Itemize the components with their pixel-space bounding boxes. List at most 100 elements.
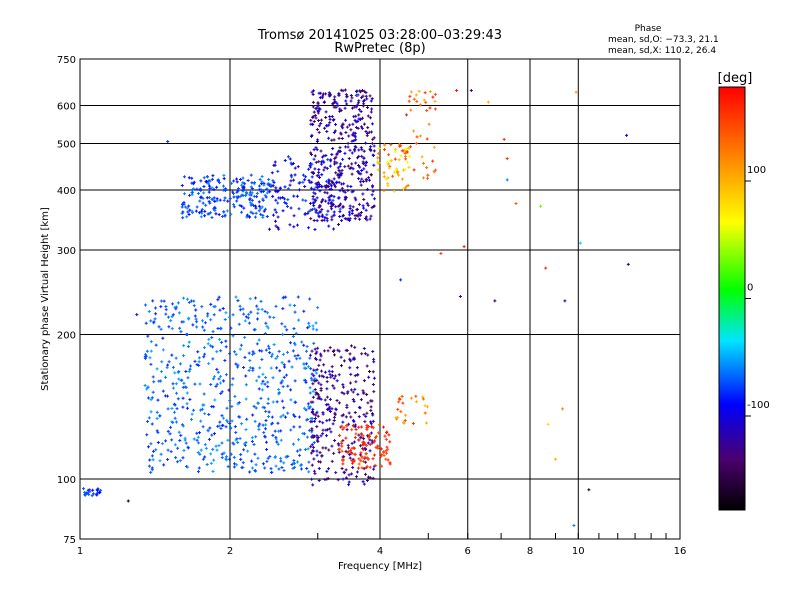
data-point xyxy=(240,466,244,470)
data-point xyxy=(191,182,195,186)
data-point xyxy=(325,217,329,221)
data-point xyxy=(362,206,366,210)
data-point xyxy=(262,209,266,213)
data-point xyxy=(337,443,341,447)
data-point xyxy=(379,455,383,459)
data-point xyxy=(333,413,337,417)
data-point xyxy=(156,431,160,435)
data-point xyxy=(295,223,299,227)
data-point xyxy=(362,98,366,102)
data-point xyxy=(297,207,301,211)
data-point xyxy=(324,446,328,450)
data-point xyxy=(198,199,202,203)
data-point xyxy=(330,459,334,463)
data-point xyxy=(161,348,165,352)
data-point xyxy=(184,441,188,445)
data-point xyxy=(347,157,351,161)
data-point xyxy=(349,359,353,363)
data-point xyxy=(344,131,348,135)
data-point xyxy=(170,302,174,306)
data-point xyxy=(355,89,359,93)
data-point xyxy=(312,119,316,123)
data-point xyxy=(324,199,328,203)
data-point xyxy=(225,420,229,424)
data-point xyxy=(171,382,175,386)
data-point xyxy=(343,195,347,199)
data-point xyxy=(458,295,462,299)
data-point xyxy=(399,410,403,414)
data-point xyxy=(284,295,288,299)
data-point xyxy=(267,344,271,348)
data-point xyxy=(206,212,210,216)
data-point xyxy=(319,434,323,438)
data-point xyxy=(359,432,363,436)
data-point xyxy=(365,411,369,415)
data-point xyxy=(252,404,256,408)
data-point xyxy=(357,108,361,112)
data-point xyxy=(242,365,246,369)
data-point xyxy=(282,406,286,410)
data-point xyxy=(182,296,186,300)
data-point xyxy=(224,187,228,191)
data-point xyxy=(311,172,315,176)
data-point xyxy=(319,160,323,164)
data-point xyxy=(164,304,168,308)
data-point xyxy=(170,315,174,319)
data-point xyxy=(365,364,369,368)
data-point xyxy=(353,217,357,221)
data-point xyxy=(325,380,329,384)
data-point xyxy=(346,446,350,450)
data-point xyxy=(218,198,222,202)
data-point xyxy=(353,345,357,349)
data-point xyxy=(240,193,244,197)
x-tick-label: 4 xyxy=(377,546,383,557)
data-point xyxy=(254,206,258,210)
data-point xyxy=(277,391,281,395)
data-point xyxy=(346,141,350,145)
data-point xyxy=(359,459,363,463)
data-point xyxy=(486,100,490,104)
data-point xyxy=(199,408,203,412)
data-point xyxy=(150,396,154,400)
data-point xyxy=(386,447,390,451)
data-point xyxy=(361,434,365,438)
data-point xyxy=(245,215,249,219)
data-point xyxy=(272,343,276,347)
data-point xyxy=(323,370,327,374)
data-point xyxy=(174,307,178,311)
data-point xyxy=(561,407,565,411)
data-point xyxy=(403,186,407,190)
data-point xyxy=(176,446,180,450)
data-point xyxy=(223,196,227,200)
data-point xyxy=(312,218,316,222)
data-point xyxy=(301,198,305,202)
colorbar-tick-label: 100 xyxy=(747,165,766,176)
data-point xyxy=(251,350,255,354)
data-point xyxy=(426,173,430,177)
data-point xyxy=(151,390,155,394)
data-point xyxy=(160,442,164,446)
data-point xyxy=(563,299,567,303)
data-point xyxy=(338,146,342,150)
data-point xyxy=(283,185,287,189)
data-point xyxy=(293,414,297,418)
data-point xyxy=(312,341,316,345)
data-point xyxy=(264,419,268,423)
data-point xyxy=(462,245,466,249)
data-point xyxy=(225,406,229,410)
data-point xyxy=(369,214,373,218)
data-point xyxy=(315,328,319,332)
data-point xyxy=(223,358,227,362)
data-point xyxy=(332,177,336,181)
data-point xyxy=(334,171,338,175)
data-point xyxy=(399,154,403,158)
grid-lines xyxy=(80,59,680,539)
data-point xyxy=(217,181,221,185)
data-point xyxy=(362,346,366,350)
data-point xyxy=(237,401,241,405)
data-point xyxy=(195,431,199,435)
data-point xyxy=(546,422,550,426)
data-point xyxy=(339,202,343,206)
data-point xyxy=(358,406,362,410)
data-point xyxy=(369,145,373,149)
